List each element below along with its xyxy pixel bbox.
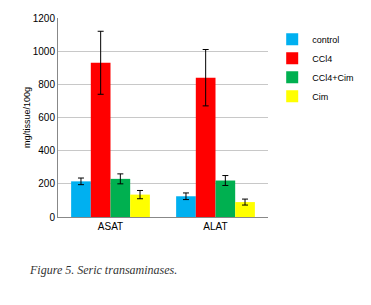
svg-text:ALAT: ALAT [203, 221, 227, 232]
svg-text:200: 200 [38, 178, 55, 189]
svg-text:400: 400 [38, 145, 55, 156]
svg-text:Cim: Cim [312, 92, 328, 102]
svg-text:800: 800 [38, 79, 55, 90]
svg-text:0: 0 [49, 212, 55, 223]
svg-text:ASAT: ASAT [98, 221, 123, 232]
svg-text:1200: 1200 [33, 13, 56, 24]
svg-text:Figure 5. Seric transaminases.: Figure 5. Seric transaminases. [29, 263, 177, 277]
svg-text:CCl4: CCl4 [312, 54, 332, 64]
svg-text:mg/tissue/100g: mg/tissue/100g [22, 87, 32, 148]
svg-text:1000: 1000 [33, 46, 56, 57]
svg-text:CCl4+Cim: CCl4+Cim [312, 73, 353, 83]
svg-text:control: control [312, 35, 339, 45]
svg-text:600: 600 [38, 112, 55, 123]
